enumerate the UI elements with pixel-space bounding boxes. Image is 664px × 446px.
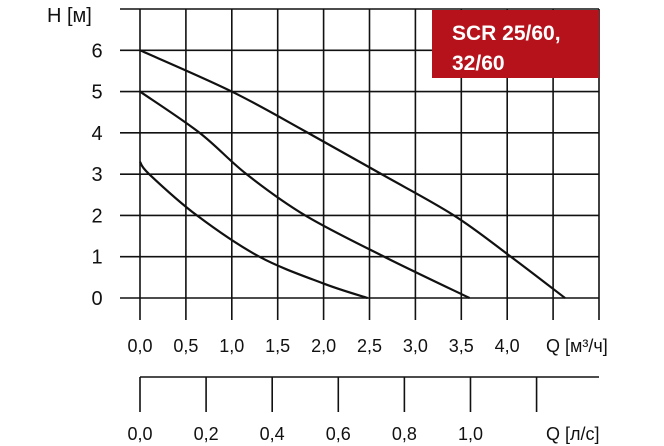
x-tick-label: 3,0 — [403, 336, 428, 356]
x-tick-label: 2,0 — [311, 336, 336, 356]
x2-tick-label: 0,0 — [127, 424, 152, 444]
y-tick-labels: 0 1 2 3 4 5 6 — [91, 40, 102, 310]
x2-tick-label: 1,0 — [458, 424, 483, 444]
curves — [139, 49, 566, 300]
x-tick-label: 3,5 — [449, 336, 474, 356]
x-tick-label: 1,5 — [265, 336, 290, 356]
y-tick-label: 4 — [91, 123, 102, 145]
y-tick-label: 6 — [91, 40, 102, 62]
x-tick-label: 0,0 — [127, 336, 152, 356]
y-axis-label: H [м] — [47, 5, 92, 27]
model-badge: SCR 25/60, 32/60 — [432, 10, 599, 78]
x-tick-labels: 0,0 0,5 1,0 1,5 2,0 2,5 3,0 3,5 4,0 — [127, 336, 519, 356]
y-tick-label: 3 — [91, 164, 102, 186]
y-tick-label: 5 — [91, 82, 102, 104]
secondary-x-axis: 0,0 0,2 0,4 0,6 0,8 1,0 — [127, 376, 599, 444]
y-tick-label: 0 — [91, 288, 102, 310]
curve-speed-2 — [139, 90, 471, 299]
x2-tick-label: 0,2 — [194, 424, 219, 444]
curve-speed-1 — [139, 161, 369, 300]
x-tick-label: 2,5 — [357, 336, 382, 356]
curve-speed-3 — [139, 49, 566, 299]
x-tick-label: 1,0 — [219, 336, 244, 356]
x-axis-label: Q [м³/ч] — [546, 336, 608, 356]
x-tick-label: 0,5 — [173, 336, 198, 356]
model-badge-background — [432, 10, 599, 78]
x2-axis-label: Q [л/с] — [546, 424, 600, 444]
model-badge-line-2: 32/60 — [452, 52, 505, 75]
x-tick-label: 4,0 — [495, 336, 520, 356]
x2-tick-label: 0,6 — [326, 424, 351, 444]
x2-tick-label: 0,4 — [260, 424, 285, 444]
x2-tick-label: 0,8 — [392, 424, 417, 444]
model-badge-line-1: SCR 25/60, — [452, 22, 561, 45]
y-tick-label: 2 — [91, 205, 102, 227]
y-tick-label: 1 — [91, 247, 102, 269]
